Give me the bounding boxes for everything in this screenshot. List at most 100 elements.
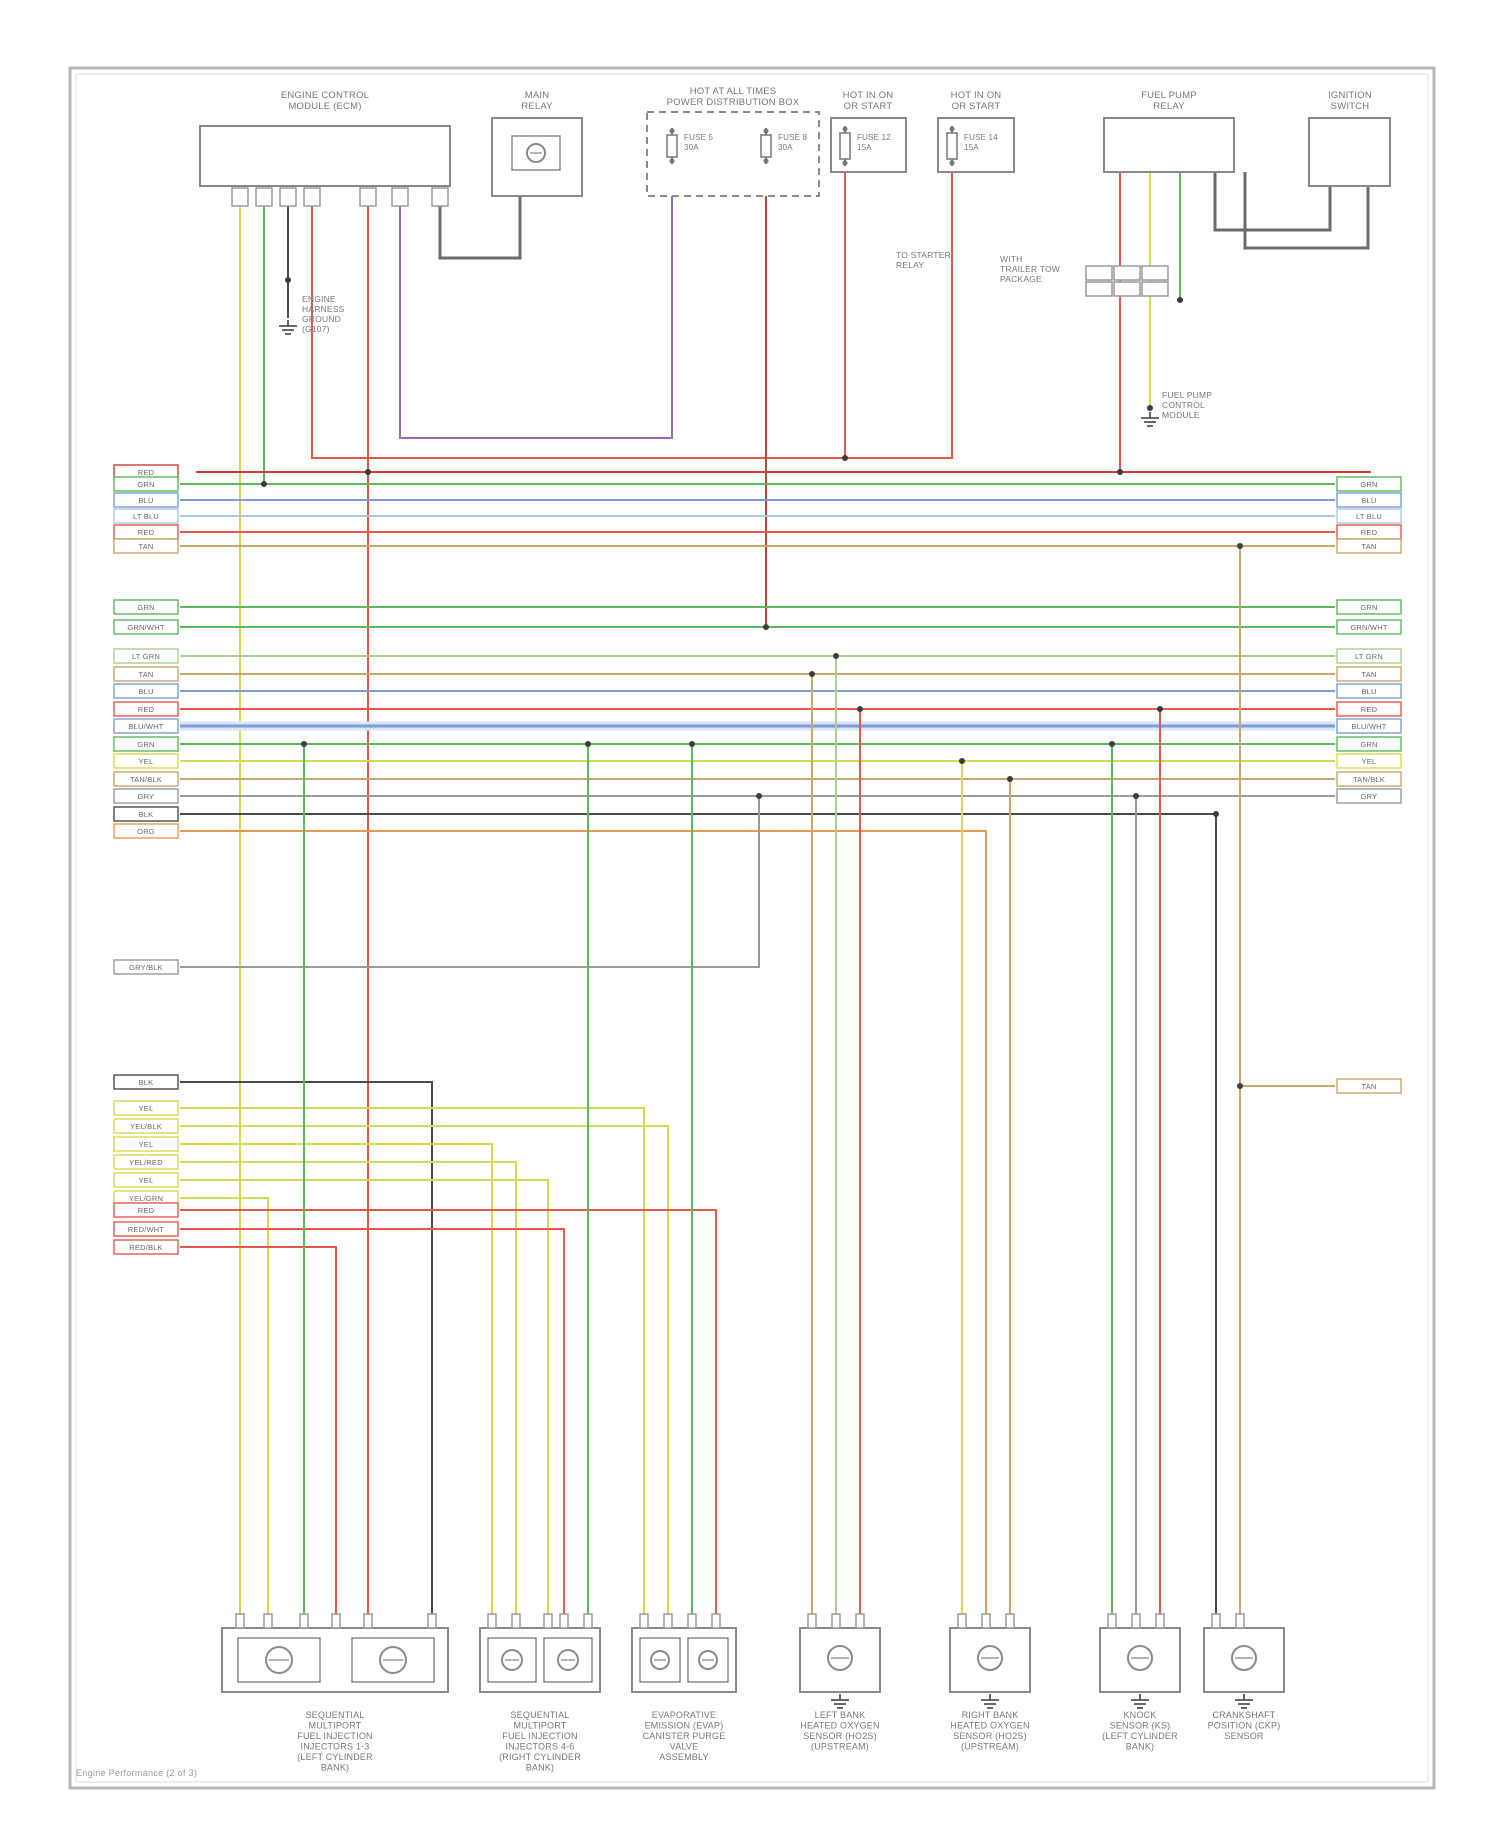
wire-tag: [1336, 538, 1402, 554]
connector-pin: [1141, 281, 1169, 297]
wire-tag: [1336, 1078, 1402, 1094]
connector-pin: [687, 1613, 697, 1629]
junction-dot: [1133, 793, 1139, 799]
component-label: SEQUENTIAL: [510, 1710, 569, 1720]
wire-tag-label: GRN/WHT: [127, 623, 164, 632]
wire-tag-label: LT BLU: [133, 512, 159, 521]
junction-dot: [857, 706, 863, 712]
wire-tag: [113, 1074, 179, 1090]
wire-tag-label: GRN: [137, 480, 154, 489]
wire-tag: [113, 959, 179, 975]
label-text: FUEL PUMP: [1162, 390, 1212, 400]
wire-gray: [180, 796, 760, 968]
fuse-terminal: [669, 158, 675, 164]
label-text: OR START: [952, 101, 1001, 112]
component-label: EVAPORATIVE: [652, 1710, 716, 1720]
wire-tag: [113, 476, 179, 492]
connector-pin: [1235, 1613, 1245, 1629]
fuse-terminal: [669, 128, 675, 134]
component-label: RIGHT BANK: [962, 1710, 1019, 1720]
junction-dot: [833, 653, 839, 659]
component-label: ASSEMBLY: [659, 1752, 708, 1762]
label-text: GROUND: [302, 314, 341, 324]
injector-4-inner: [543, 1637, 593, 1683]
component-label: BANK): [321, 1763, 350, 1773]
wire-red: [180, 1209, 717, 1618]
fuse-terminal: [763, 158, 769, 164]
wire-tag-label: RED: [138, 528, 155, 537]
label-text: (G107): [302, 324, 330, 334]
connector-pin: [1113, 265, 1141, 281]
wire-tag-label: TAN: [138, 542, 153, 551]
fuse-icon: [946, 132, 958, 160]
label-text: TO STARTER: [896, 250, 951, 260]
fuse-terminal: [949, 160, 955, 166]
connector-pin: [1131, 1613, 1141, 1629]
wire-tag-label: GRN: [1360, 480, 1377, 489]
wire-tag: [113, 771, 179, 787]
connector-pin: [711, 1613, 721, 1629]
connector-pin: [511, 1613, 521, 1629]
wire-tag: [113, 619, 179, 635]
wire-tag: [1336, 508, 1402, 524]
wire-tag: [1336, 771, 1402, 787]
junction-dot: [301, 741, 307, 747]
component-label: (LEFT CYLINDER: [297, 1752, 373, 1762]
connector-pin: [263, 1613, 273, 1629]
connector-pin: [1005, 1613, 1015, 1629]
wire-tag-label: YEL/RED: [129, 1158, 163, 1167]
component-label: HEATED OXYGEN: [950, 1721, 1029, 1731]
wire-tag-label: GRY: [1361, 792, 1378, 801]
wire-tag-label: YEL/GRN: [129, 1194, 163, 1203]
label-text: WITH: [1000, 254, 1023, 264]
label-text: HOT IN ON: [951, 90, 1002, 101]
junction-dot: [809, 671, 815, 677]
wire-tag: [113, 538, 179, 554]
component-label: SEQUENTIAL: [305, 1710, 364, 1720]
component-label: BANK): [1126, 1742, 1155, 1752]
connector-pin: [487, 1613, 497, 1629]
connector-pin: [831, 1613, 841, 1629]
component-label: BANK): [526, 1763, 555, 1773]
label-text: 15A: [964, 143, 979, 152]
wire-loop: [1213, 172, 1332, 232]
connector-pin: [235, 1613, 245, 1629]
junction-dot: [365, 469, 371, 475]
wire-tag-label: GRN: [1360, 603, 1377, 612]
diagram-frame-inner: [75, 73, 1429, 1783]
wire-loop: [1243, 172, 1370, 250]
label-text: OR START: [844, 101, 893, 112]
wire-tag: [113, 1154, 179, 1170]
junction-dot: [1237, 543, 1243, 549]
wire-tag: [113, 1100, 179, 1116]
component-label: MULTIPORT: [309, 1721, 362, 1731]
fuse-terminal: [842, 126, 848, 132]
wire-red: [180, 1228, 565, 1618]
component-label: FUEL INJECTION: [297, 1731, 372, 1741]
connector-pin: [363, 1613, 373, 1629]
wire-tag: [1336, 476, 1402, 492]
wire-tag-label: GRN: [137, 603, 154, 612]
wire-tag: [113, 1136, 179, 1152]
junction-dot: [1117, 469, 1123, 475]
component-label: KNOCK: [1123, 1710, 1156, 1720]
label-text: 30A: [778, 143, 793, 152]
wire-tag: [113, 1118, 179, 1134]
wire-yellow: [180, 1161, 517, 1618]
wire-tag-label: RED/BLK: [129, 1243, 163, 1252]
wire-tag: [1336, 666, 1402, 682]
junction-dot: [689, 741, 695, 747]
fuse-terminal: [763, 128, 769, 134]
component-label: (LEFT CYLINDER: [1102, 1731, 1178, 1741]
label-text: HOT AT ALL TIMES: [690, 86, 777, 97]
connector-pin: [279, 187, 297, 207]
component-label: VALVE: [670, 1742, 699, 1752]
connector-pin: [559, 1613, 569, 1629]
wire-tag-label: YEL: [139, 757, 154, 766]
label-text: FUSE 8: [778, 133, 808, 142]
wire-yellow: [180, 1143, 493, 1618]
label-text: FUSE 12: [857, 133, 891, 142]
ecm-box: [199, 125, 451, 187]
